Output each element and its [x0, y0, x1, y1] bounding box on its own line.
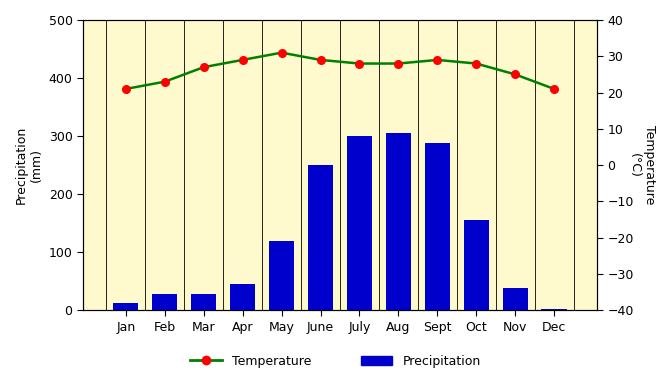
Y-axis label: Precipitation
(mm): Precipitation (mm) [15, 126, 43, 204]
Bar [230, 284, 255, 310]
Bar [113, 303, 138, 310]
Legend: Temperature, Precipitation: Temperature, Precipitation [185, 350, 486, 373]
Bar [425, 143, 450, 310]
Bar [308, 165, 333, 310]
Bar [347, 136, 372, 310]
Bar [541, 309, 567, 310]
Bar [152, 294, 177, 310]
Bar [269, 241, 294, 310]
Bar [464, 220, 489, 310]
Bar [503, 288, 528, 310]
Bar [191, 294, 216, 310]
Y-axis label: Temperature
(°C): Temperature (°C) [628, 125, 656, 205]
Bar [386, 133, 411, 310]
